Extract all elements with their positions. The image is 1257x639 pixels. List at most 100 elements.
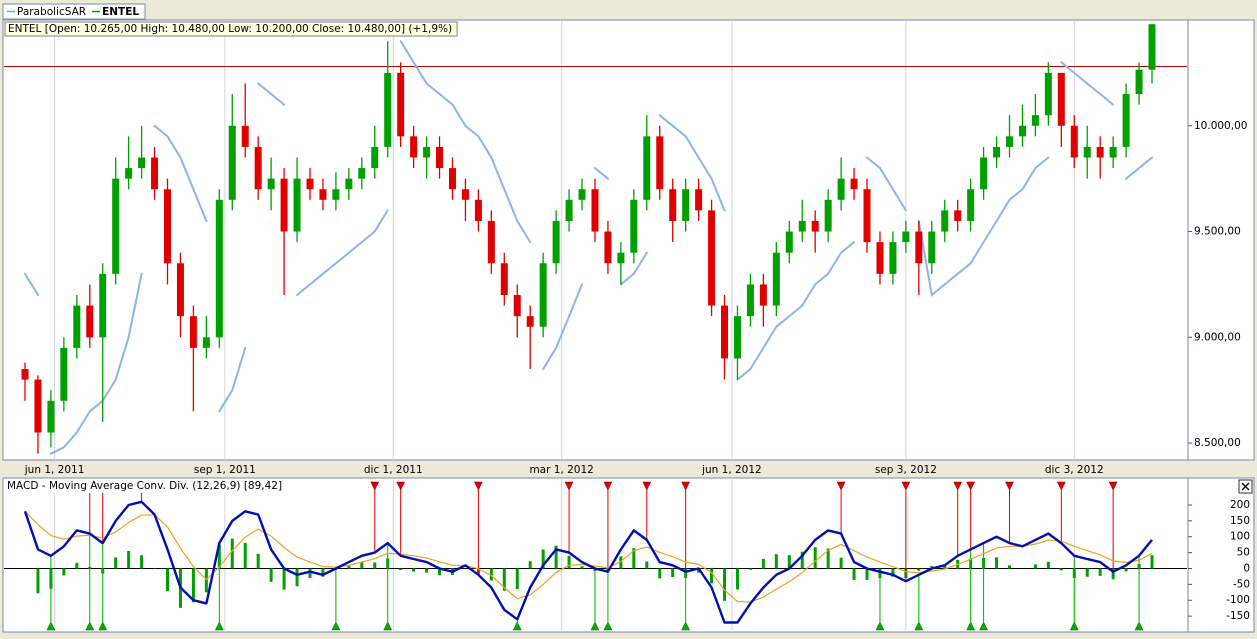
histogram-bar: [75, 562, 79, 569]
candle-body: [759, 284, 767, 306]
sar-line: [594, 167, 609, 180]
histogram-bar: [671, 568, 675, 578]
histogram-bar: [36, 568, 40, 594]
macd-axis-area: [1187, 477, 1255, 633]
candle-body: [513, 295, 521, 317]
candle-body: [578, 189, 586, 200]
candle-body: [21, 369, 29, 380]
histogram-bar: [256, 553, 260, 569]
sell-signal: [1005, 481, 1014, 491]
histogram-bar: [580, 566, 584, 569]
candle-body: [1031, 115, 1039, 126]
histogram-bar: [204, 568, 208, 593]
histogram-bar: [917, 568, 921, 571]
histogram-bar: [1111, 568, 1115, 580]
candle-body: [539, 263, 547, 327]
y-tick-label: 150: [1230, 515, 1250, 527]
candle-body: [565, 199, 573, 221]
x-tick-label: dic 3, 2012: [1045, 464, 1104, 476]
candle-body: [99, 273, 107, 338]
sar-line: [917, 156, 1050, 297]
buy-signal: [603, 621, 613, 631]
candle-body: [215, 199, 223, 338]
buy-signal: [590, 621, 600, 631]
sell-signal: [901, 481, 911, 491]
candle-body: [1135, 69, 1143, 95]
histogram-bar: [308, 568, 312, 579]
close-icon[interactable]: [1241, 482, 1250, 491]
histogram-bar: [399, 568, 403, 571]
candle-body: [306, 178, 314, 190]
candle-body: [280, 178, 288, 232]
candle-body: [811, 220, 819, 232]
histogram-bar: [425, 568, 429, 573]
histogram-bar: [282, 568, 286, 590]
candle-body: [954, 210, 962, 221]
y-tick-label: 10.000,00: [1194, 120, 1247, 132]
x-tick-label: sep 3, 2012: [875, 464, 937, 476]
histogram-bar: [891, 568, 895, 577]
histogram-bar: [852, 568, 856, 580]
close-button[interactable]: [1238, 479, 1253, 494]
candle-body: [86, 305, 94, 338]
sell-signal: [681, 481, 691, 491]
histogram-bar: [1098, 568, 1102, 576]
x-tick-label: mar 1, 2012: [529, 464, 593, 476]
candle-body: [733, 316, 741, 359]
candle-body: [617, 252, 625, 264]
y-tick-label: 200: [1230, 499, 1250, 511]
info-label: ENTEL [Open: 10.265,00 High: 10.480,00 L…: [8, 23, 452, 35]
sell-signal: [953, 481, 963, 491]
histogram-bar: [1033, 564, 1037, 569]
candle-body: [552, 220, 560, 264]
histogram-bar: [632, 548, 636, 569]
histogram-bar: [774, 554, 778, 569]
sell-signal: [966, 481, 976, 491]
candle-body: [254, 146, 262, 190]
sell-signal: [370, 481, 380, 491]
sar-line: [866, 156, 907, 212]
candle-body: [1057, 72, 1065, 126]
x-tick-label: jun 1, 2011: [24, 464, 85, 476]
histogram-bar: [243, 542, 247, 569]
sell-signal: [396, 481, 406, 491]
candle-body: [889, 242, 897, 274]
candle-body: [47, 400, 55, 433]
sell-signal: [1056, 481, 1066, 491]
sell-signal: [603, 481, 613, 491]
sar-line: [542, 283, 583, 370]
candle-body: [980, 157, 988, 190]
sar-line: [736, 241, 856, 381]
histogram-bar: [114, 557, 118, 569]
candle-body: [436, 146, 444, 169]
sar-line: [1060, 61, 1115, 106]
buy-signal: [46, 621, 56, 631]
histogram-bar: [127, 551, 131, 569]
buy-signal: [85, 621, 95, 631]
sar-line: [399, 40, 532, 244]
candle-body: [176, 263, 184, 317]
sell-signal: [473, 481, 483, 491]
histogram-bar: [645, 561, 649, 569]
candle-body: [500, 263, 508, 295]
histogram-bar: [619, 556, 623, 569]
candle-body: [630, 199, 638, 253]
candle-body: [293, 178, 301, 232]
candle-body: [358, 168, 366, 179]
candle-body: [384, 72, 392, 147]
candle-body: [241, 125, 249, 147]
candle-body: [151, 157, 159, 190]
x-tick-label: jun 1, 2012: [701, 464, 762, 476]
candle-body: [1070, 125, 1078, 158]
buy-signal: [979, 621, 989, 631]
candle-body: [915, 231, 923, 264]
buy-signal: [681, 621, 691, 631]
histogram-bar: [1085, 568, 1089, 577]
histogram-bar: [800, 551, 804, 569]
candle-body: [1109, 146, 1117, 158]
price-axis-area: [1187, 19, 1255, 461]
buy-signal: [98, 621, 108, 631]
candle-body: [604, 231, 612, 264]
